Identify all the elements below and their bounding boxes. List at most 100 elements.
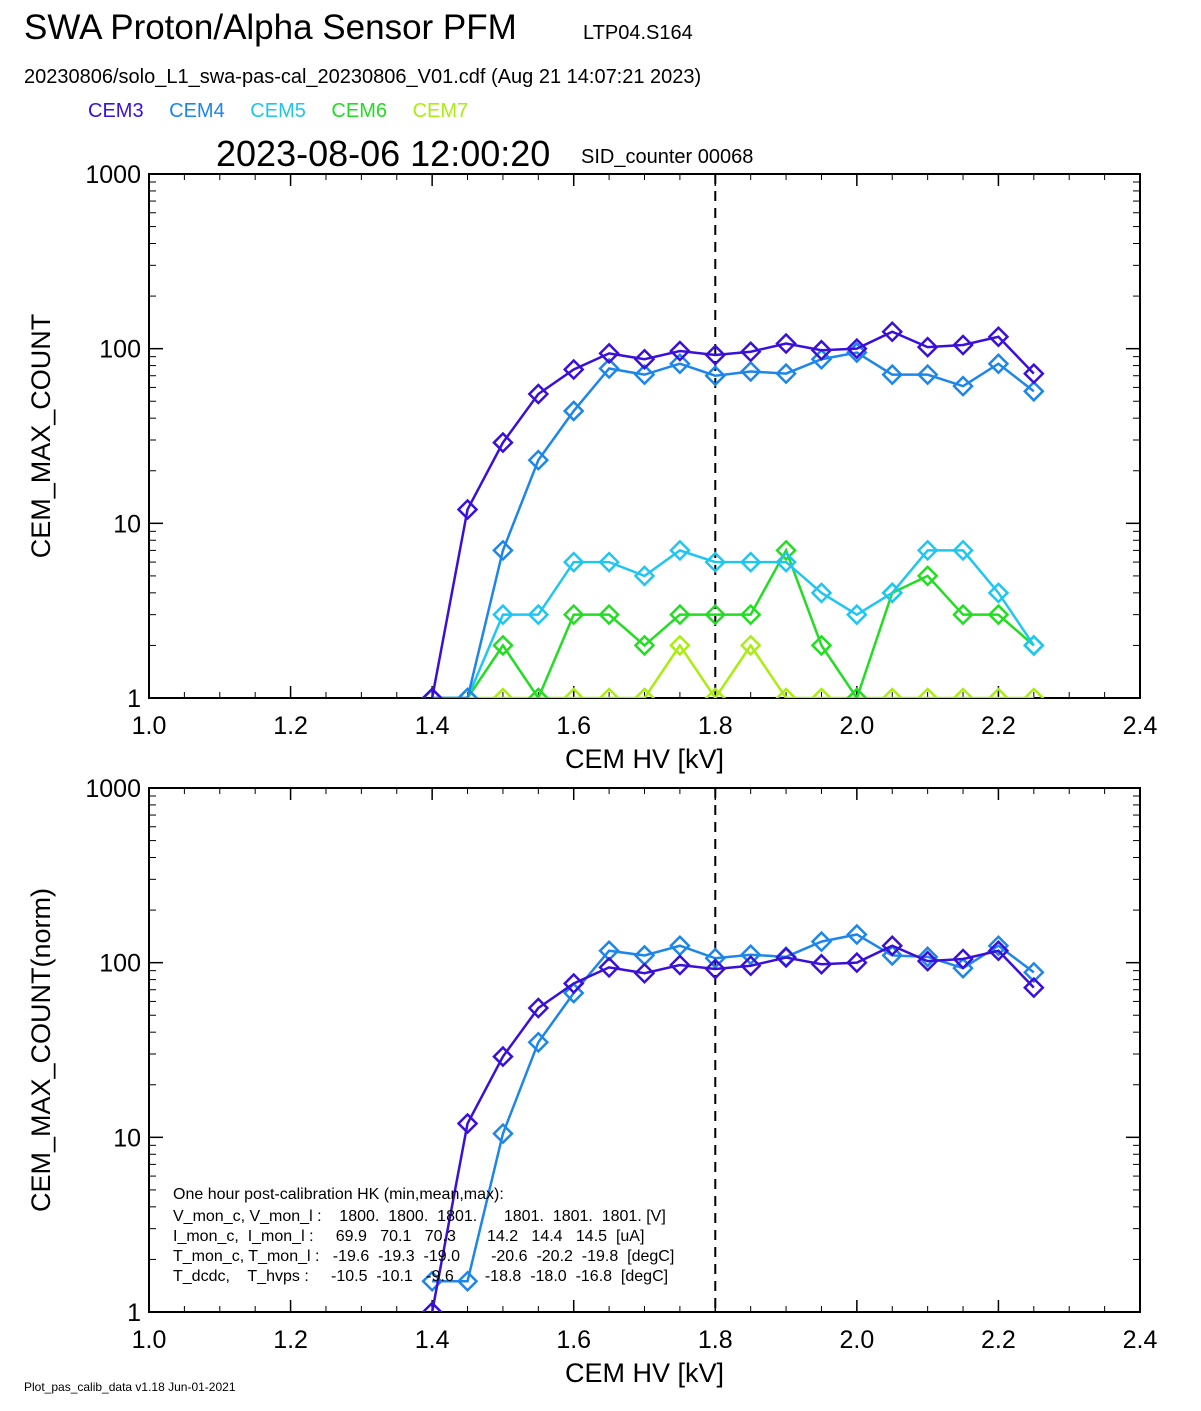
hk-row: T_dcdc, T_hvps : -10.5 -10.1 -9.6 -18.8 …	[173, 1268, 668, 1285]
panel1-series-cem7-point	[562, 687, 585, 698]
panel1-series-cem7-point	[775, 687, 797, 698]
panel2-series-cem3-point	[598, 956, 620, 979]
panel1-series-cem4-point	[704, 364, 727, 387]
panel1-series-cem3-point	[562, 358, 585, 381]
panel1-series-cem3-point	[846, 337, 868, 360]
panel1-series-cem5-point	[1023, 634, 1045, 657]
panel1-series-cem6-point	[846, 687, 868, 698]
panel1-x-tick-label: 1.6	[556, 712, 591, 740]
panel1-series-cem4-point	[1023, 380, 1045, 403]
panel1-series-cem5-point	[775, 551, 797, 573]
panel1-series-cem5-point	[881, 582, 904, 604]
legend-entry-cem4: CEM4	[169, 100, 225, 122]
panel1-series-cem3-point	[1023, 362, 1045, 385]
panel1-series-cem6-point	[775, 539, 797, 562]
panel2-series-cem4-point	[952, 957, 974, 979]
panel1-x-axis-label: CEM HV [kV]	[565, 744, 724, 774]
panel1-frame	[148, 173, 1141, 699]
panel1-series-cem5-point	[704, 551, 727, 573]
panel1-series-cem5-point	[633, 565, 656, 587]
panel1-series-cem6-point	[916, 565, 939, 587]
legend-entry-cem5: CEM5	[250, 100, 306, 122]
legend-entry-cem3: CEM3	[88, 100, 144, 122]
panel1-series-cem4-point	[669, 352, 691, 375]
panel2-series-cem4-point	[527, 1031, 550, 1054]
panel1-series-cem5-point	[987, 582, 1010, 604]
panel1-x-tick-label: 1.0	[132, 712, 167, 740]
panel2-series-cem3-point	[562, 972, 585, 995]
footer-version: Plot_pas_calib_data v1.18 Jun-01-2021	[24, 1380, 236, 1394]
panel2-series-cem4-point	[739, 943, 762, 966]
panel1-series-cem7-point	[916, 687, 939, 698]
panel1-series-cem5-point	[598, 551, 620, 573]
panel2-series-cem3-point	[1023, 976, 1045, 999]
panel1-series-cem3-point	[598, 342, 620, 365]
panel1-x-tick-label: 2.0	[839, 712, 874, 740]
panel1-series-cem6-point	[952, 603, 974, 626]
panel2-series-cem3-point	[810, 953, 833, 975]
panel1-series-cem5-point	[952, 539, 974, 562]
panel1-series-cem5-point	[562, 551, 585, 573]
panel1-series-cem4-point	[492, 539, 514, 562]
sid-counter: SID_counter 00068	[581, 146, 754, 168]
panel1-series-cem7-point	[598, 687, 620, 698]
panel1-series-cem3-point	[669, 340, 691, 362]
chart-subtitle: LTP04.S164	[583, 22, 693, 44]
panel1-series-cem7-point	[704, 687, 727, 698]
panel2-series-cem3-point	[952, 948, 974, 970]
panel1-series-cem5-line	[432, 549, 1035, 698]
panel2-series-cem3-point	[669, 954, 691, 976]
panel1-series-cem5-point	[669, 539, 691, 562]
panel2-series-cem3-point	[492, 1045, 514, 1068]
panel2-series-cem4-point	[881, 944, 904, 967]
panel1-series-cem4-point	[633, 363, 656, 386]
legend: CEM3 CEM4 CEM5 CEM6 CEM7	[88, 100, 488, 123]
panel1-x-tick-label: 1.8	[698, 712, 733, 740]
panel2-series-cem3-point	[456, 1112, 479, 1135]
timestamp: 2023-08-06 12:00:20	[216, 133, 551, 174]
panel2-series-cem4-point	[562, 982, 585, 1004]
panel2-series-cem4-point	[987, 934, 1010, 957]
panel1-series-cem3-point	[916, 336, 939, 358]
panel2-y-tick-label: 10	[113, 1124, 141, 1152]
panel1-y-tick-label: 100	[99, 336, 141, 364]
panel2-series-cem3-point	[987, 939, 1010, 962]
panel1-x-tick-label: 1.4	[415, 712, 450, 740]
panel1-series-cem3-point	[492, 431, 514, 454]
panel2-series-cem3-line	[430, 944, 1035, 1312]
panel1-series-cem4-line	[432, 351, 1035, 698]
panel2-series-cem4-point	[704, 947, 727, 970]
panel2-series-cem3-point	[633, 962, 656, 984]
panel1-series-cem3-point	[810, 339, 833, 361]
panel1-series-cem7-point	[881, 687, 904, 698]
panel2-series-cem4-point	[492, 1122, 514, 1145]
panel2-series-cem3-point	[916, 950, 939, 972]
panel2-y-axis-label: CEM_MAX_COUNT(norm)	[26, 888, 56, 1212]
panel1-series-cem3-point	[527, 383, 550, 405]
panel1-series-cem3-point	[952, 334, 974, 356]
panel1-series-cem6-line	[432, 547, 1035, 698]
panel2-series-cem3-point	[881, 934, 904, 957]
panel2-series-cem4-point	[456, 1270, 479, 1293]
panel1-series-cem6-point	[527, 687, 550, 698]
panel1-series-cem6-point	[704, 603, 727, 626]
panel1-series-cem7-point	[1023, 687, 1045, 698]
panel1-series-cem4-point	[916, 363, 939, 386]
panel1-series-cem7-point	[987, 687, 1010, 698]
panel1-series-cem5-point	[492, 603, 514, 626]
panel1-series-cem4-point	[598, 357, 620, 380]
file-line: 20230806/solo_L1_swa-pas-cal_20230806_V0…	[24, 66, 702, 88]
panel1-series-cem3-point	[739, 340, 762, 363]
panel1-series-cem4-point	[775, 362, 797, 385]
panel1-series-cem4-point	[739, 360, 762, 383]
panel1-y-tick-label: 1000	[85, 161, 141, 189]
panel2-series-cem3-point	[527, 997, 550, 1019]
panel1-series-cem3-point	[633, 348, 656, 370]
panel1-series-cem3-point	[987, 325, 1010, 348]
panel2-x-tick-label: 1.8	[698, 1326, 733, 1354]
panel2-series-cem3-point	[704, 958, 727, 980]
panel1-series-cem6-point	[739, 603, 762, 626]
panel1-series-cem3-line	[430, 330, 1035, 698]
panel1-series-cem5-point	[527, 603, 550, 626]
panel1-x-tick-label: 2.2	[981, 712, 1016, 740]
